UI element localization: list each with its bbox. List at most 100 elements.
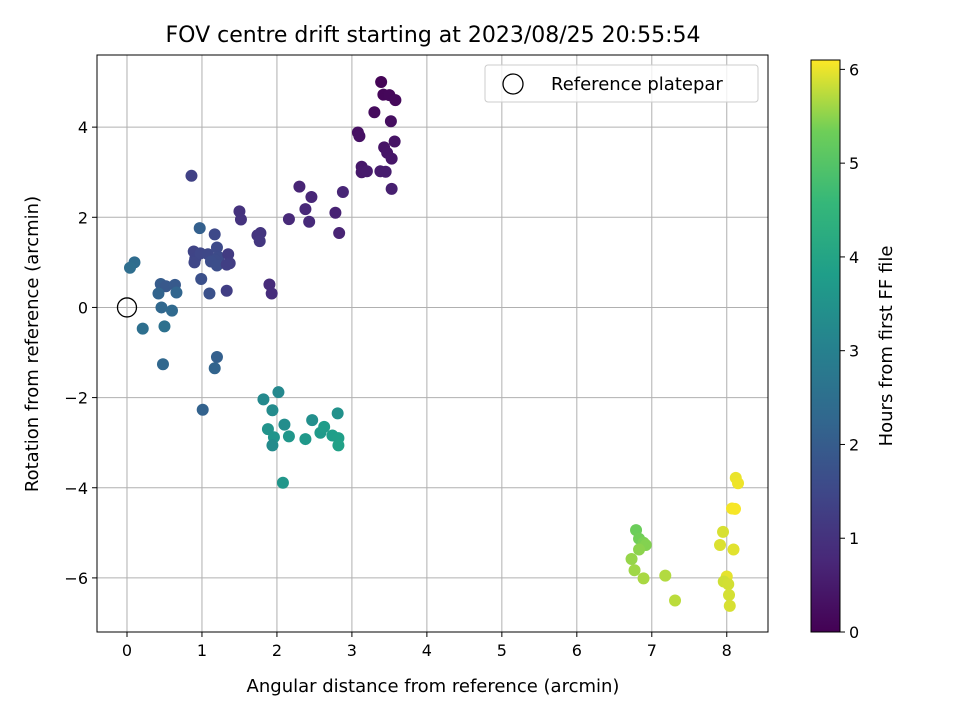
x-axis-ticks: 0 1 2 3 4 5 6 7 8 xyxy=(122,632,732,660)
data-point xyxy=(282,430,295,443)
data-point xyxy=(220,258,233,271)
colorbar-tick-label: 2 xyxy=(849,435,859,454)
data-point xyxy=(222,248,235,261)
data-point xyxy=(305,190,318,203)
data-point xyxy=(299,433,312,446)
colorbar-tick-label: 1 xyxy=(849,529,859,548)
data-point xyxy=(155,301,168,314)
y-tick-label: −6 xyxy=(64,569,88,588)
data-point xyxy=(123,261,136,274)
x-tick-label: 6 xyxy=(572,641,582,660)
data-point xyxy=(253,235,266,248)
colorbar-tick-label: 3 xyxy=(849,342,859,361)
grid xyxy=(97,55,768,632)
data-point xyxy=(185,169,198,182)
data-point xyxy=(263,278,276,291)
colorbar-tick-label: 6 xyxy=(849,60,859,79)
x-tick-label: 7 xyxy=(647,641,657,660)
data-point xyxy=(659,569,672,582)
data-point xyxy=(628,564,641,577)
colorbar: 0 1 2 3 4 5 6 Hours from first FF file xyxy=(810,59,897,642)
data-point xyxy=(276,476,289,489)
legend: Reference platepar xyxy=(484,64,759,103)
data-point xyxy=(717,525,730,538)
data-point xyxy=(193,222,206,235)
colorbar-ticks: 0 1 2 3 4 5 6 xyxy=(840,60,859,642)
data-point xyxy=(723,599,736,612)
colorbar-label: Hours from first FF file xyxy=(876,246,897,447)
data-point xyxy=(265,287,278,300)
data-point xyxy=(165,304,178,317)
data-point xyxy=(637,572,650,585)
data-point xyxy=(303,215,316,228)
colorbar-gradient xyxy=(810,59,841,633)
data-point xyxy=(336,186,349,199)
data-point xyxy=(333,227,346,240)
data-point xyxy=(188,256,201,269)
data-point xyxy=(385,182,398,195)
x-tick-label: 0 xyxy=(122,641,132,660)
data-point xyxy=(379,165,392,178)
chart-title: FOV centre drift starting at 2023/08/25 … xyxy=(166,23,701,48)
y-tick-label: −4 xyxy=(64,479,88,498)
data-point xyxy=(156,358,169,371)
data-point xyxy=(714,538,727,551)
data-point xyxy=(272,386,285,399)
data-point xyxy=(210,259,223,272)
data-point xyxy=(385,152,398,165)
x-tick-label: 5 xyxy=(497,641,507,660)
x-tick-label: 4 xyxy=(422,641,432,660)
y-tick-label: 2 xyxy=(78,208,88,227)
data-point xyxy=(732,477,745,490)
y-tick-label: 4 xyxy=(78,118,88,137)
legend-reference-marker xyxy=(502,73,524,95)
data-point xyxy=(729,502,742,515)
data-point xyxy=(353,130,366,143)
data-points xyxy=(123,76,745,612)
reference-platepar-marker xyxy=(116,297,138,318)
data-point xyxy=(375,76,388,89)
data-point xyxy=(332,439,345,452)
data-point xyxy=(318,420,331,433)
data-point xyxy=(159,280,172,293)
x-tick-label: 1 xyxy=(197,641,207,660)
data-point xyxy=(195,273,208,286)
data-point xyxy=(625,552,638,565)
y-axis-label: Rotation from reference (arcmin) xyxy=(22,196,43,492)
data-point xyxy=(196,403,209,416)
data-point xyxy=(257,393,270,406)
data-point xyxy=(136,322,149,335)
data-point xyxy=(293,180,306,193)
colorbar-tick-label: 4 xyxy=(849,248,859,267)
data-point xyxy=(282,213,295,226)
data-point xyxy=(220,284,233,297)
colorbar-tick-label: 0 xyxy=(849,623,859,642)
reference-marker-group xyxy=(116,297,138,318)
x-tick-label: 3 xyxy=(347,641,357,660)
data-point xyxy=(158,320,171,333)
data-point xyxy=(210,351,223,364)
data-point xyxy=(170,286,183,299)
data-point xyxy=(208,362,221,375)
x-tick-label: 2 xyxy=(272,641,282,660)
plot-frame xyxy=(96,54,769,633)
data-point xyxy=(384,115,397,128)
legend-box xyxy=(484,64,759,103)
y-tick-label: −2 xyxy=(64,389,88,408)
data-point xyxy=(722,578,735,591)
data-point xyxy=(723,589,736,602)
colorbar-tick-label: 5 xyxy=(849,154,859,173)
data-point xyxy=(360,165,373,178)
data-point xyxy=(388,135,401,148)
data-point xyxy=(266,439,279,452)
legend-label: Reference platepar xyxy=(551,74,723,95)
data-point xyxy=(329,206,342,219)
y-tick-label: 0 xyxy=(78,298,88,317)
x-axis-label: Angular distance from reference (arcmin) xyxy=(247,676,620,697)
data-point xyxy=(208,228,221,241)
data-point xyxy=(234,213,247,226)
data-point xyxy=(278,418,291,431)
data-point xyxy=(210,241,223,254)
data-point xyxy=(299,203,312,216)
